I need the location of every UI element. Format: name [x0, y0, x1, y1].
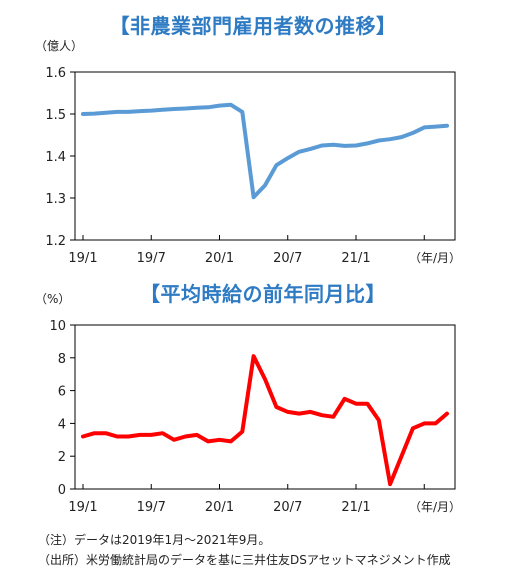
- footnote: （注）データは2019年1月～2021年9月。: [38, 533, 271, 547]
- y-tick-label: 0: [58, 483, 66, 498]
- x-tick-label: 20/7: [273, 251, 302, 266]
- x-tick-label: 19/7: [137, 500, 166, 515]
- y-tick-label: 8: [58, 352, 66, 367]
- y-tick-label: 10: [49, 319, 66, 334]
- y-tick-label: 1.5: [45, 108, 66, 123]
- series-line: [81, 102, 449, 200]
- employment-chart: 1.2 1.3 1.4 1.5 1.6 19/1 19/7 20/1 20/7 21/1 （億人） （…: [35, 39, 461, 266]
- plot-frame: [74, 324, 456, 490]
- y-tick-label: 1.2: [45, 234, 66, 249]
- y-tick-label: 6: [58, 385, 66, 400]
- x-tick-label: 20/1: [205, 500, 234, 515]
- x-tick-label: 21/1: [341, 500, 370, 515]
- x-tick-label: 20/7: [273, 500, 302, 515]
- y-unit-label: （%）: [35, 292, 70, 306]
- source-note: （出所）米労働統計局のデータを基に三井住友DSアセットマネジメント作成: [38, 553, 451, 567]
- series-line: [81, 354, 449, 487]
- x-tick-label: 21/1: [341, 251, 370, 266]
- y-tick-label: 4: [58, 417, 66, 432]
- x-tick-label: 19/1: [68, 500, 97, 515]
- x-unit-label: （年/月）: [409, 500, 461, 514]
- y-unit-label: （億人）: [35, 39, 83, 53]
- y-tick-label: 1.3: [45, 192, 66, 207]
- y-tick-label: 1.6: [45, 66, 66, 81]
- y-tick-label: 1.4: [45, 150, 66, 165]
- y-tick-label: 2: [58, 450, 66, 465]
- x-tick-label: 19/1: [68, 251, 97, 266]
- chart-title-wage: 【平均時給の前年同月比】: [140, 282, 386, 306]
- x-tick-label: 20/1: [205, 251, 234, 266]
- x-unit-label: （年/月）: [409, 251, 461, 265]
- chart-title-employment: 【非農業部門雇用者数の推移】: [109, 14, 397, 38]
- x-tick-label: 19/7: [137, 251, 166, 266]
